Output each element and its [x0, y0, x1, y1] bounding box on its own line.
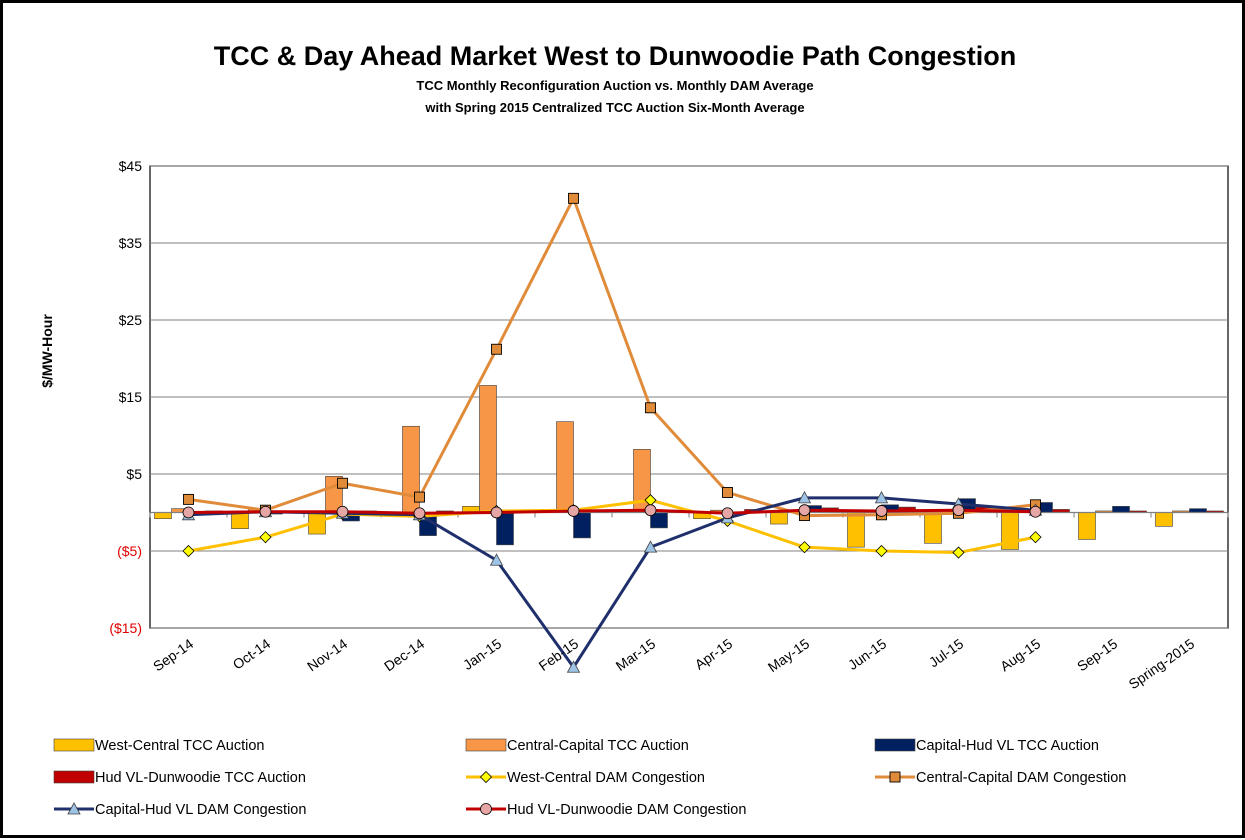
x-tick-label: Apr-15 — [692, 635, 736, 672]
line-marker — [182, 506, 195, 519]
x-tick-label: Sep-15 — [1074, 635, 1120, 674]
legend-label: Central-Capital TCC Auction — [507, 738, 689, 754]
line-marker — [1029, 531, 1042, 544]
line-marker — [722, 487, 733, 498]
line-marker — [798, 541, 811, 554]
line-marker — [952, 546, 965, 559]
series-line — [188, 498, 1036, 555]
line-marker — [479, 770, 493, 784]
y-tick-label: $15 — [119, 389, 143, 405]
line-marker — [874, 491, 889, 504]
line-marker — [491, 343, 502, 355]
y-tick-label: $35 — [119, 235, 143, 251]
line-marker — [337, 477, 348, 489]
line-marker — [567, 505, 580, 517]
gridlines — [149, 165, 1229, 629]
x-tick-label: Jun-15 — [845, 635, 889, 673]
line-marker — [875, 505, 888, 517]
legend-swatch — [465, 738, 507, 752]
y-tick-labels: $45 $35 $25 $15 $5 ($5) ($15) — [109, 158, 142, 636]
bar — [1155, 512, 1173, 527]
bar — [479, 385, 497, 513]
x-tick-label: Mar-15 — [613, 635, 659, 674]
line-marker — [183, 493, 194, 505]
bar — [556, 421, 574, 513]
x-tick-labels: Sep-14 Oct-14 Nov-14 Dec-14 Jan-15 Feb-15 Mar-… — [150, 635, 1197, 692]
line-marker — [568, 192, 579, 204]
legend-label: Capital-Hud VL DAM Congestion — [95, 802, 306, 818]
bar — [154, 512, 172, 519]
bar — [770, 512, 788, 525]
legend: West-Central TCC Auction Central-Capital … — [53, 738, 1126, 818]
line-marker — [259, 505, 272, 518]
legend-label: Hud VL-Dunwoodie TCC Auction — [95, 770, 306, 786]
line-marker — [67, 802, 81, 815]
line-marker — [798, 504, 811, 517]
line-marker — [1029, 505, 1042, 518]
series-line — [188, 508, 1036, 515]
line-marker — [889, 771, 901, 783]
x-tick-label: Oct-14 — [230, 635, 274, 672]
bar — [1112, 506, 1130, 513]
line-marker — [952, 504, 965, 517]
line-marker — [480, 803, 492, 815]
line-marker — [489, 553, 504, 566]
line-marker — [182, 544, 195, 558]
x-tick-label: Spring-2015 — [1126, 635, 1198, 692]
x-tick-label: Jan-15 — [460, 635, 504, 673]
x-tick-label: Aug-15 — [997, 635, 1043, 674]
legend-swatch — [53, 738, 95, 752]
legend-label: West-Central DAM Congestion — [507, 770, 705, 786]
chart-svg: TCC & Day Ahead Market West to Dunwoodie… — [39, 41, 1229, 818]
y-tick-label: $25 — [119, 312, 143, 328]
legend-label: West-Central TCC Auction — [95, 738, 265, 754]
bar — [924, 512, 942, 544]
bar — [1078, 512, 1096, 540]
legend-label: Central-Capital DAM Congestion — [916, 770, 1126, 786]
legend-swatch — [874, 738, 916, 752]
line-marker — [413, 507, 426, 520]
y-tick-label: ($5) — [117, 543, 142, 559]
line-marker — [645, 402, 656, 414]
line-marker — [414, 491, 425, 503]
line-marker — [797, 491, 812, 504]
x-tick-label: Jul-15 — [926, 635, 967, 670]
series-lines — [188, 196, 1036, 669]
y-tick-label: ($15) — [109, 620, 142, 636]
line-marker — [875, 544, 888, 558]
line-marker — [566, 660, 581, 673]
y-axis-label: $/MW-Hour — [39, 314, 55, 388]
legend-label: Hud VL-Dunwoodie DAM Congestion — [507, 802, 746, 818]
x-tick-label: Nov-14 — [304, 635, 350, 674]
x-tick-label: May-15 — [765, 635, 813, 675]
legend-label: Capital-Hud VL TCC Auction — [916, 738, 1099, 754]
x-tick-label: Sep-14 — [150, 635, 196, 674]
bar — [847, 512, 865, 548]
chart-title: TCC & Day Ahead Market West to Dunwoodie… — [214, 41, 1017, 71]
line-marker — [490, 506, 503, 519]
series-markers — [181, 192, 1043, 673]
line-marker — [644, 504, 657, 517]
line-marker — [721, 507, 734, 520]
y-tick-label: $5 — [126, 466, 142, 482]
chart-subtitle-line-2: with Spring 2015 Centralized TCC Auction… — [424, 100, 804, 115]
legend-swatch — [53, 770, 95, 784]
line-marker — [336, 505, 349, 518]
x-tick-label: Dec-14 — [381, 635, 427, 674]
bar — [231, 512, 249, 529]
y-tick-label: $45 — [119, 158, 143, 174]
chart-subtitle-line-1: TCC Monthly Reconfiguration Auction vs. … — [416, 78, 813, 93]
bar — [573, 512, 591, 539]
line-marker — [643, 540, 658, 553]
line-marker — [259, 531, 272, 544]
series-line — [188, 196, 1036, 518]
